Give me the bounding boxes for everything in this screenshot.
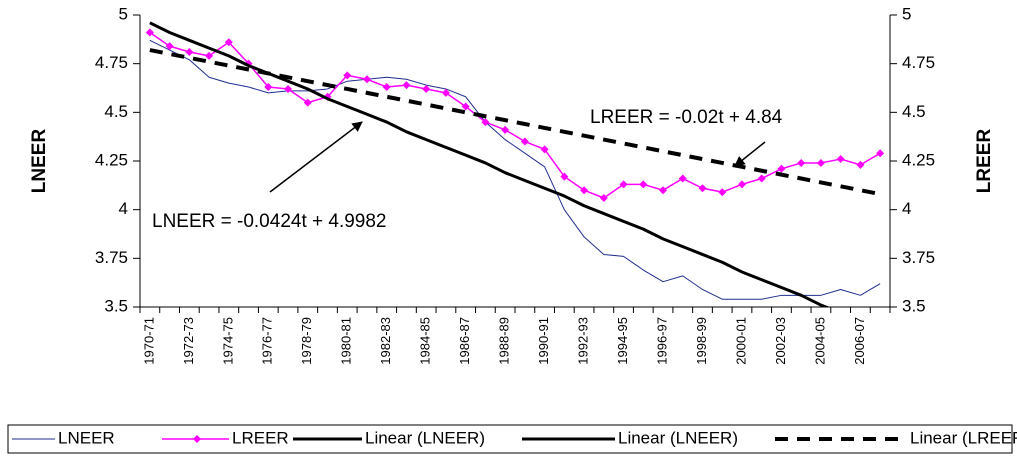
series-marker <box>876 149 885 158</box>
series-marker <box>520 137 529 146</box>
x-tick-label: 1988-89 <box>497 317 512 365</box>
series-marker <box>343 71 352 80</box>
y2-tick-label: 4.25 <box>902 150 935 169</box>
series-marker <box>422 84 431 93</box>
series-marker <box>678 174 687 183</box>
y-axis-title: LNEER <box>29 129 50 194</box>
x-tick-label: 1976-77 <box>260 317 275 365</box>
series-marker <box>481 118 490 127</box>
y2-tick-label: 4.5 <box>902 102 926 121</box>
series-marker <box>856 160 865 169</box>
legend-label: LNEER <box>58 428 115 447</box>
legend-label: Linear (LNEER) <box>365 428 485 447</box>
series-marker <box>580 186 589 195</box>
x-tick-label: 1994-95 <box>615 317 630 365</box>
series-marker <box>382 83 391 92</box>
series-marker <box>698 184 707 193</box>
series-line <box>149 48 881 197</box>
annotation: LNEER = -0.0424t + 4.9982 <box>152 211 387 232</box>
x-tick-label: 1972-73 <box>181 317 196 365</box>
series-marker <box>718 188 727 197</box>
series-marker <box>303 98 312 107</box>
x-tick-label: 1992-93 <box>576 317 591 365</box>
x-tick-label: 2006-07 <box>852 317 867 365</box>
y2-tick-label: 4 <box>902 199 911 218</box>
series-marker <box>737 180 746 189</box>
y-tick-label: 3.5 <box>104 296 128 315</box>
x-tick-label: 1984-85 <box>418 317 433 365</box>
series-marker <box>441 88 450 97</box>
series-marker <box>777 164 786 173</box>
legend-marker <box>193 435 201 443</box>
x-tick-label: 1978-79 <box>299 317 314 365</box>
x-tick-label: 1970-71 <box>141 317 156 365</box>
legend-label: Linear (LNEER) <box>618 428 738 447</box>
series-marker <box>560 172 569 181</box>
series-marker <box>659 186 668 195</box>
x-tick-label: 2004-05 <box>812 317 827 365</box>
series-marker <box>797 158 806 167</box>
series-line <box>149 21 830 307</box>
x-tick-label: 1996-97 <box>654 317 669 365</box>
x-tick-label: 1998-99 <box>694 317 709 365</box>
legend-label: LREER <box>232 428 289 447</box>
series-marker <box>639 180 648 189</box>
y-tick-label: 4.5 <box>104 102 128 121</box>
x-tick-label: 2000-01 <box>733 317 748 365</box>
series-marker <box>501 125 510 134</box>
series-marker <box>205 51 214 60</box>
x-tick-label: 1982-83 <box>378 317 393 365</box>
legend-box <box>7 424 1013 454</box>
y2-tick-label: 3.75 <box>902 248 935 267</box>
y2-tick-label: 4.75 <box>902 53 935 72</box>
plot-area <box>145 21 885 307</box>
series-marker <box>362 75 371 84</box>
legend-label: Linear (LREER) <box>910 428 1017 447</box>
series-marker <box>185 47 194 56</box>
series-marker <box>145 28 154 37</box>
series-marker <box>461 102 470 111</box>
annotation-arrow <box>269 121 363 193</box>
series-marker <box>264 83 273 92</box>
series-line <box>149 39 881 300</box>
series-marker <box>402 81 411 90</box>
series-marker <box>165 42 174 51</box>
series-marker <box>599 193 608 202</box>
y-tick-label: 4 <box>119 199 128 218</box>
y-tick-label: 5 <box>119 4 128 23</box>
x-tick-label: 1974-75 <box>220 317 235 365</box>
series-marker <box>816 158 825 167</box>
series-marker <box>540 145 549 154</box>
annotation-arrow <box>734 141 766 167</box>
y-tick-label: 4.25 <box>95 150 128 169</box>
series-marker <box>224 38 233 47</box>
series-marker <box>284 84 293 93</box>
y-tick-label: 3.75 <box>95 248 128 267</box>
annotation: LREER = -0.02t + 4.84 <box>590 107 783 128</box>
series-marker <box>619 180 628 189</box>
x-tick-label: 1990-91 <box>536 317 551 365</box>
y2-axis-title: LREER <box>974 129 995 194</box>
y2-tick-label: 3.5 <box>902 296 926 315</box>
series-marker <box>757 174 766 183</box>
x-tick-label: 1980-81 <box>339 317 354 365</box>
x-tick-label: 1986-87 <box>457 317 472 365</box>
x-tick-label: 2002-03 <box>773 317 788 365</box>
y-tick-label: 4.75 <box>95 53 128 72</box>
y2-tick-label: 5 <box>902 4 911 23</box>
series-marker <box>836 155 845 164</box>
